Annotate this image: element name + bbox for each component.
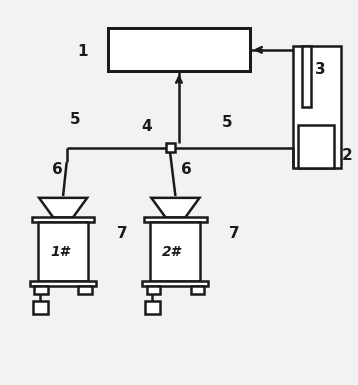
Polygon shape bbox=[151, 198, 199, 218]
Bar bbox=[147, 286, 160, 294]
Text: 1: 1 bbox=[78, 44, 88, 59]
Bar bbox=[299, 125, 334, 167]
Text: 4: 4 bbox=[142, 119, 152, 134]
Bar bbox=[30, 281, 96, 286]
Bar bbox=[108, 28, 250, 71]
Bar bbox=[166, 144, 175, 152]
Text: 2: 2 bbox=[341, 147, 352, 162]
Bar bbox=[142, 281, 208, 286]
Text: 6: 6 bbox=[181, 162, 192, 177]
Bar bbox=[293, 46, 341, 167]
Text: 6: 6 bbox=[52, 162, 63, 177]
Text: 7: 7 bbox=[229, 226, 240, 241]
Polygon shape bbox=[39, 198, 87, 218]
Bar bbox=[302, 46, 311, 107]
Text: 5: 5 bbox=[70, 112, 81, 127]
Bar bbox=[190, 286, 204, 294]
Text: 3: 3 bbox=[315, 62, 326, 77]
Bar bbox=[32, 218, 94, 223]
Bar bbox=[33, 301, 48, 314]
Text: 2#: 2# bbox=[162, 245, 182, 259]
Bar bbox=[78, 286, 92, 294]
Text: 1#: 1# bbox=[50, 245, 69, 259]
Text: 5: 5 bbox=[222, 115, 232, 130]
Bar bbox=[38, 223, 88, 281]
Bar bbox=[145, 301, 160, 314]
Bar bbox=[150, 223, 200, 281]
Bar bbox=[34, 286, 48, 294]
Bar bbox=[144, 218, 207, 223]
Text: 7: 7 bbox=[117, 226, 127, 241]
